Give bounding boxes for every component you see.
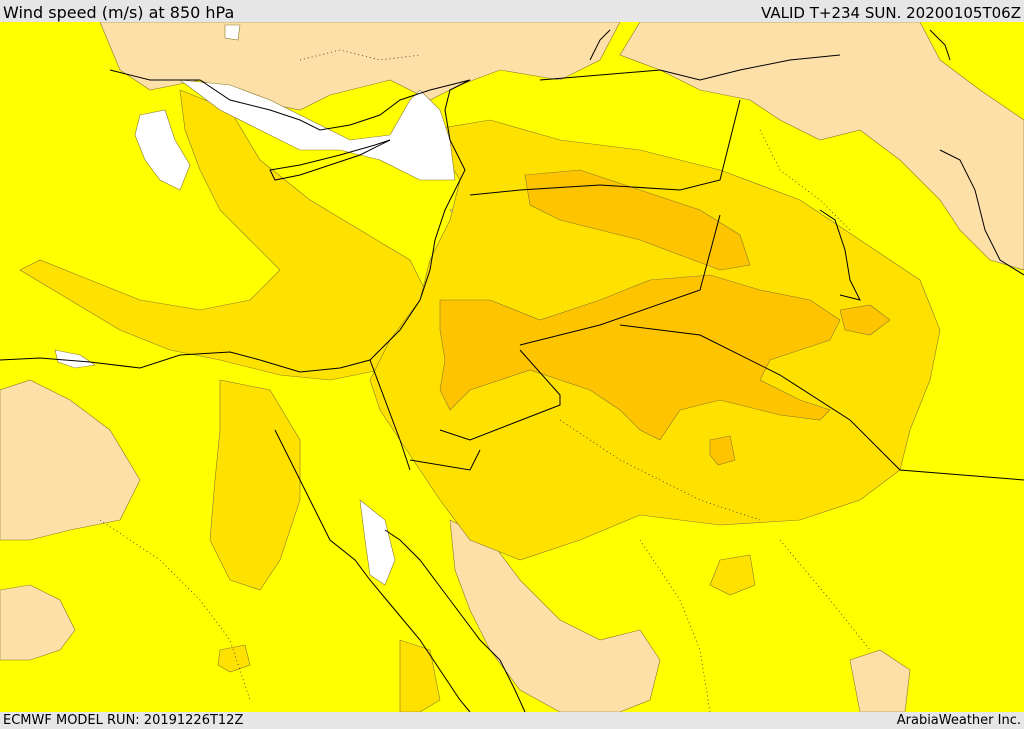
moderate-patch-1 <box>709 554 756 596</box>
strong-zones <box>439 169 891 466</box>
map-canvas <box>0 22 1024 712</box>
calm-zone-aegean <box>134 109 191 191</box>
saudi-province-border-3 <box>779 539 871 651</box>
sinai-border <box>369 359 411 471</box>
tan-zone-libya <box>0 379 141 541</box>
map-title: Wind speed (m/s) at 850 hPa <box>3 3 235 22</box>
red-sea-west-coast <box>274 429 471 712</box>
saudi-province-border-2 <box>639 539 711 712</box>
red-sea-east-coast <box>384 529 526 712</box>
saudi-province-border-1 <box>559 419 761 521</box>
calm-zone-libya-coast <box>54 349 96 369</box>
calm-zone-sinai <box>359 499 396 586</box>
caspian-west <box>929 29 951 61</box>
caspian-edge <box>589 29 611 61</box>
libya-egypt-border <box>99 519 251 701</box>
valid-time-label: VALID T+234 SUN. 20200105T06Z <box>761 4 1021 22</box>
calm-zone-small <box>224 24 241 41</box>
moderate-zone-egypt <box>209 379 301 591</box>
strong-patch-saudi <box>709 435 736 466</box>
iran-coast <box>939 149 1024 276</box>
tan-zone-iran <box>619 22 1024 271</box>
strong-zone-jordan-iraq <box>439 274 841 441</box>
moderate-patch-2 <box>217 644 251 673</box>
coastlines <box>0 29 1024 712</box>
wind-speed-map <box>0 22 1024 712</box>
saudi-iraq-border <box>619 324 1024 481</box>
syria-border <box>469 99 741 196</box>
model-run-label: ECMWF MODEL RUN: 20191226T12Z <box>3 713 244 728</box>
mediterranean-coast <box>0 69 471 373</box>
cyprus-outline <box>269 139 391 181</box>
jordan-saudi-border <box>439 349 561 441</box>
map-header: Wind speed (m/s) at 850 hPa VALID T+234 … <box>0 0 1024 22</box>
provider-label: ArabiaWeather Inc. <box>896 713 1021 728</box>
turkey-province-border <box>299 49 421 61</box>
moderate-zone-mediterranean <box>19 89 431 381</box>
strong-zone-syria <box>524 169 751 271</box>
tan-zone-southeast <box>849 649 911 712</box>
internal-borders <box>99 49 871 712</box>
map-footer: ECMWF MODEL RUN: 20191226T12Z ArabiaWeat… <box>0 712 1024 729</box>
turkey-border <box>539 54 841 81</box>
tan-zone-egypt-south <box>0 584 76 661</box>
gulf-coast <box>819 209 861 301</box>
aqaba-border <box>409 449 481 471</box>
iraq-border <box>519 214 721 346</box>
strong-patch-gulf <box>839 304 891 336</box>
